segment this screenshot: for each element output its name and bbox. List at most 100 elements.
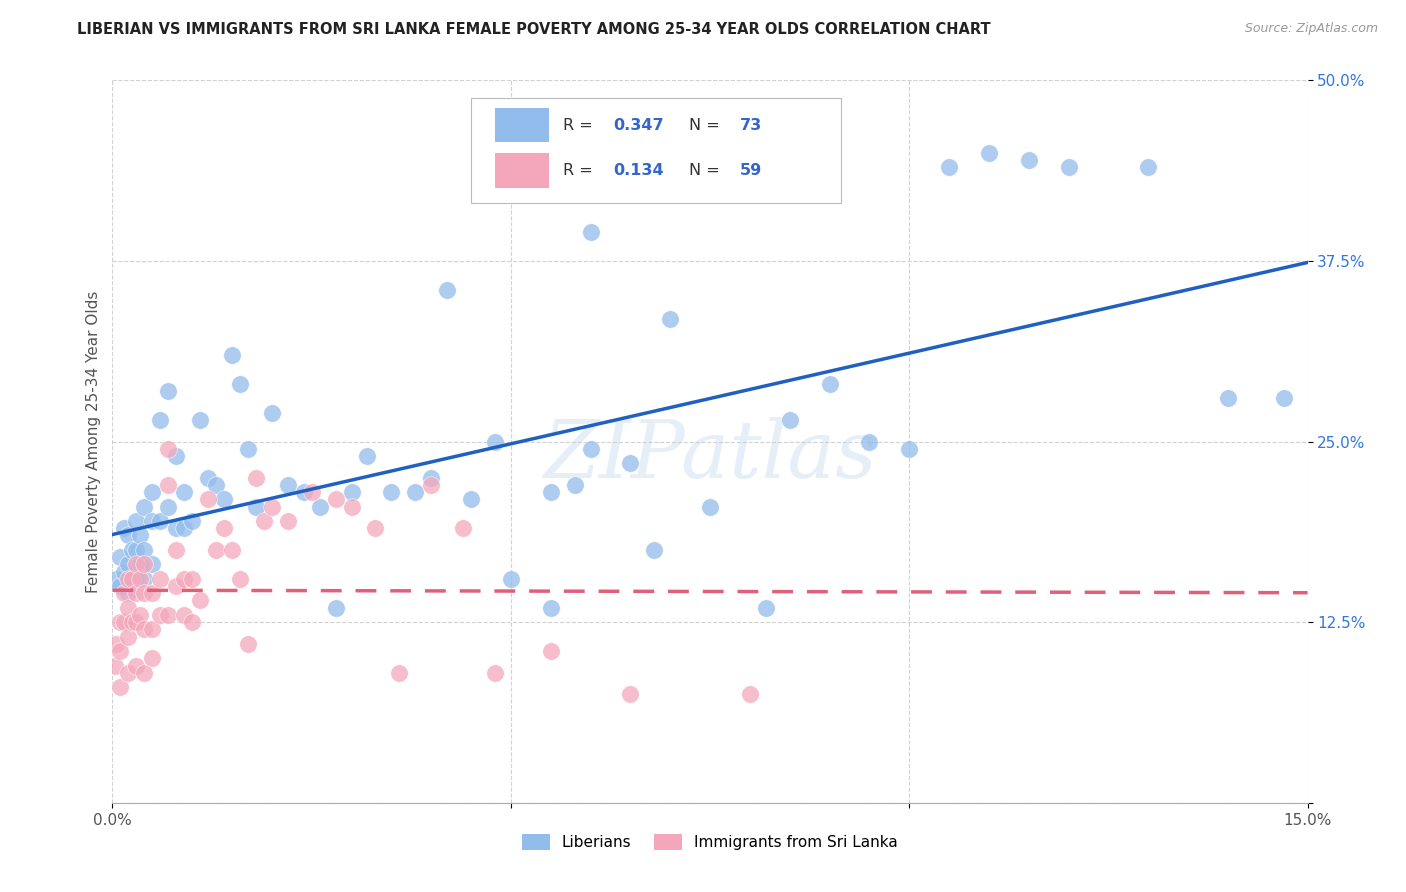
Point — [149, 607, 172, 622]
Point — [1272, 391, 1295, 405]
Point — [114, 586, 135, 600]
Point — [125, 615, 148, 630]
Point — [110, 550, 132, 565]
Point — [129, 528, 152, 542]
Point — [141, 623, 163, 637]
Point — [157, 478, 180, 492]
Point — [340, 485, 363, 500]
Point — [181, 615, 204, 630]
Point — [643, 542, 665, 557]
Point — [699, 500, 721, 514]
Point — [898, 442, 921, 456]
Point — [858, 434, 880, 449]
Text: Source: ZipAtlas.com: Source: ZipAtlas.com — [1244, 22, 1378, 36]
Point — [738, 687, 761, 701]
Point — [245, 500, 267, 514]
Point — [121, 572, 143, 586]
Text: 73: 73 — [740, 118, 762, 133]
Point — [212, 521, 235, 535]
Point — [212, 492, 235, 507]
Point — [149, 572, 172, 586]
Point — [436, 283, 458, 297]
Point — [308, 500, 330, 514]
Text: 59: 59 — [740, 163, 762, 178]
Point — [105, 637, 128, 651]
Point — [134, 623, 156, 637]
Point — [301, 485, 323, 500]
Point — [149, 514, 172, 528]
Point — [110, 644, 132, 658]
Point — [165, 579, 187, 593]
Point — [117, 586, 139, 600]
Point — [117, 572, 139, 586]
Point — [129, 607, 152, 622]
Point — [114, 565, 135, 579]
Text: N =: N = — [689, 163, 724, 178]
Point — [114, 615, 135, 630]
FancyBboxPatch shape — [495, 108, 548, 143]
Point — [938, 160, 960, 174]
Point — [165, 542, 187, 557]
Point — [181, 514, 204, 528]
Y-axis label: Female Poverty Among 25-34 Year Olds: Female Poverty Among 25-34 Year Olds — [86, 291, 101, 592]
Point — [325, 492, 347, 507]
Point — [460, 492, 482, 507]
Point — [188, 593, 211, 607]
Point — [260, 406, 283, 420]
Point — [1018, 153, 1040, 167]
Text: R =: R = — [562, 163, 598, 178]
Point — [125, 514, 148, 528]
Point — [277, 478, 299, 492]
Point — [1057, 160, 1080, 174]
Point — [484, 665, 506, 680]
Point — [104, 658, 127, 673]
Point — [205, 478, 228, 492]
Point — [117, 558, 139, 572]
Point — [125, 586, 148, 600]
Point — [129, 558, 152, 572]
Point — [755, 600, 778, 615]
Text: ZIPatlas: ZIPatlas — [543, 417, 877, 495]
Point — [356, 449, 378, 463]
Point — [619, 687, 641, 701]
Text: N =: N = — [689, 118, 724, 133]
Point — [125, 542, 148, 557]
Point — [197, 492, 219, 507]
Point — [292, 485, 315, 500]
Text: 0.347: 0.347 — [613, 118, 664, 133]
Point — [157, 607, 180, 622]
Point — [1216, 391, 1239, 405]
Point — [977, 145, 1000, 160]
Point — [134, 542, 156, 557]
Point — [540, 600, 562, 615]
Point — [134, 665, 156, 680]
Point — [181, 572, 204, 586]
Point — [236, 637, 259, 651]
Point — [117, 630, 139, 644]
Point — [121, 615, 143, 630]
Point — [173, 521, 195, 535]
Point — [173, 485, 195, 500]
Point — [1137, 160, 1160, 174]
Point — [121, 542, 143, 557]
Point — [564, 478, 586, 492]
FancyBboxPatch shape — [495, 153, 548, 188]
Point — [253, 514, 276, 528]
Point — [121, 572, 143, 586]
Point — [540, 485, 562, 500]
Legend: Liberians, Immigrants from Sri Lanka: Liberians, Immigrants from Sri Lanka — [516, 829, 904, 856]
Point — [157, 500, 180, 514]
Point — [659, 311, 682, 326]
Point — [779, 413, 801, 427]
Point — [129, 572, 152, 586]
Point — [141, 558, 163, 572]
Point — [579, 225, 602, 239]
Point — [110, 680, 132, 694]
Point — [388, 665, 411, 680]
Text: LIBERIAN VS IMMIGRANTS FROM SRI LANKA FEMALE POVERTY AMONG 25-34 YEAR OLDS CORRE: LIBERIAN VS IMMIGRANTS FROM SRI LANKA FE… — [77, 22, 991, 37]
Point — [619, 456, 641, 470]
Point — [579, 442, 602, 456]
Point — [134, 500, 156, 514]
Point — [325, 600, 347, 615]
FancyBboxPatch shape — [471, 98, 842, 203]
